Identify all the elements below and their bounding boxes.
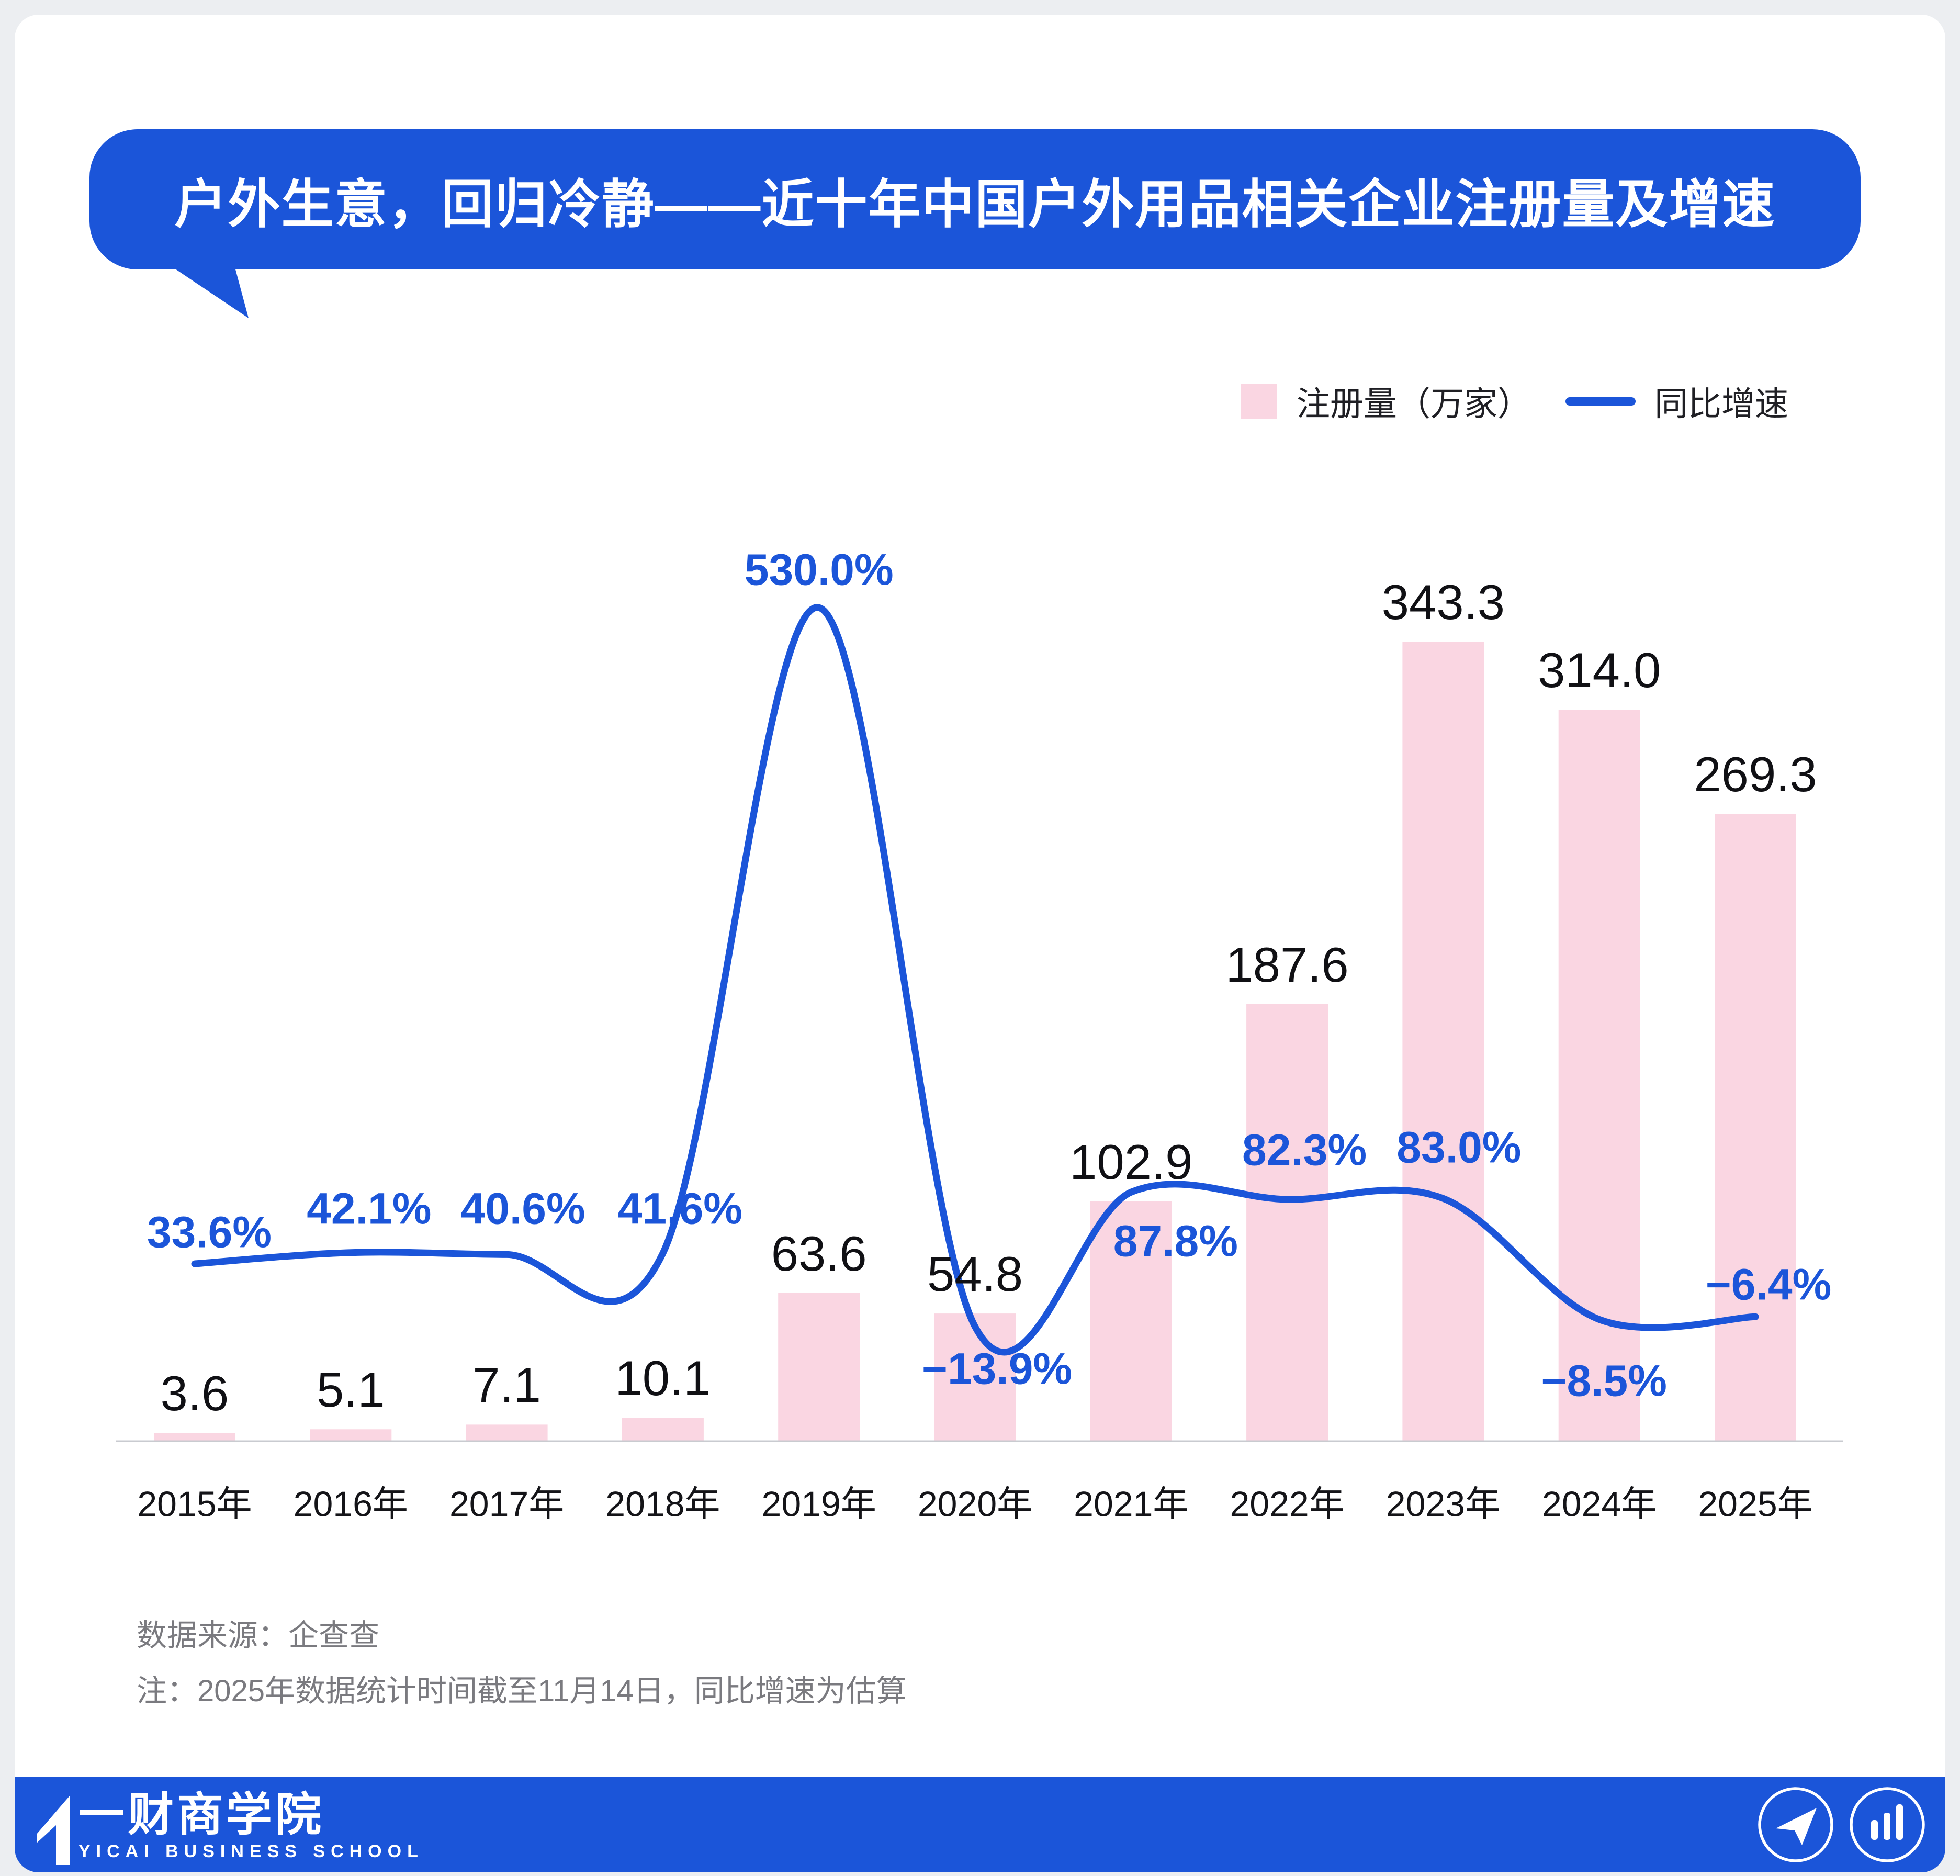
chart-legend: 注册量（万家） 同比增速	[1241, 366, 1788, 436]
footer-logo-en: YICAI BUSINESS SCHOOL	[78, 1841, 424, 1861]
bar	[154, 1433, 235, 1441]
bar	[1246, 1004, 1328, 1441]
bar	[310, 1429, 392, 1441]
bar	[466, 1424, 548, 1441]
bar	[622, 1418, 704, 1441]
method-note: 注：2025年数据统计时间截至11月14日，同比增速为估算	[137, 1674, 907, 1708]
bar	[778, 1293, 860, 1441]
bar	[1402, 642, 1484, 1441]
source-note: 数据来源：企查查	[137, 1619, 380, 1653]
send-icon[interactable]	[1758, 1787, 1833, 1862]
page-title: 户外生意，回归冷静——近十年中国户外用品相关企业注册量及增速	[174, 175, 1776, 234]
footer-bar	[15, 1777, 1945, 1872]
bar	[1090, 1201, 1172, 1441]
bar	[934, 1313, 1016, 1441]
legend-line-swatch	[1565, 397, 1636, 406]
title-banner: 户外生意，回归冷静——近十年中国户外用品相关企业注册量及增速	[89, 129, 1861, 269]
legend-bar-swatch	[1241, 384, 1277, 419]
legend-line-label: 同比增速	[1654, 385, 1788, 423]
footer-logo-cn: 一财商学院	[78, 1789, 325, 1840]
bar-chart-icon[interactable]	[1850, 1787, 1925, 1862]
x-axis-line	[116, 1440, 1843, 1442]
footer-logo: 一财商学院 YICAI BUSINESS SCHOOL	[78, 1790, 424, 1863]
yicai-logo-icon	[37, 1796, 70, 1865]
legend-bar-label: 注册量（万家）	[1297, 385, 1531, 423]
bar	[1715, 814, 1796, 1441]
growth-line	[191, 604, 1759, 1356]
